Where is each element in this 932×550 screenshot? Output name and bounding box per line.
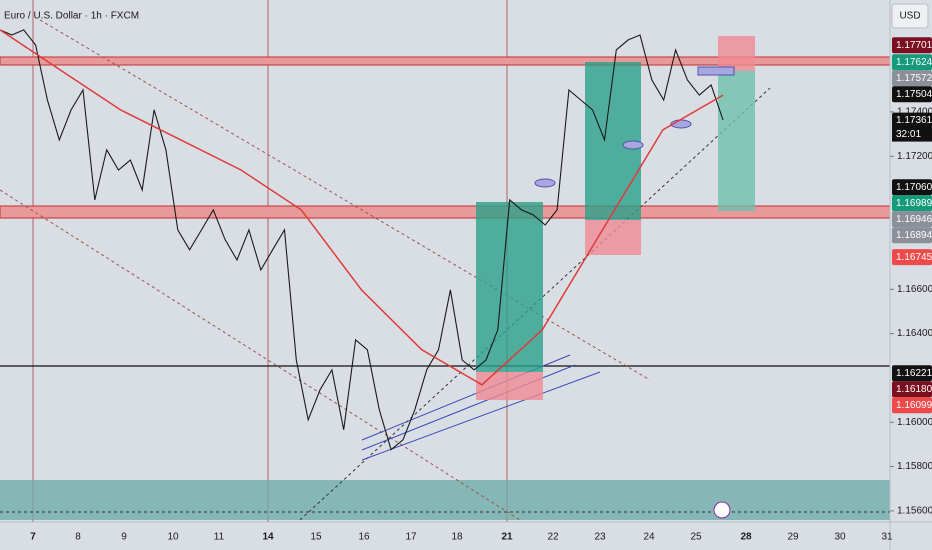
price-label: 1.16946: [896, 214, 932, 225]
event-icon[interactable]: [713, 501, 731, 519]
support-zone: [0, 205, 891, 219]
y-tick-label: 1.15800: [897, 461, 932, 472]
x-tick-label: 28: [740, 532, 752, 543]
price-label: 1.16745: [896, 252, 932, 263]
price-label: 1.16989: [896, 198, 932, 209]
price-badge: [892, 365, 932, 382]
price-badge: [892, 249, 932, 266]
price-label: 1.17624: [896, 57, 932, 68]
price-badge: [892, 37, 932, 54]
x-tick-label: 31: [881, 532, 893, 543]
y-tick-label: 1.16000: [897, 417, 932, 428]
demand-zone: [0, 480, 890, 520]
price-badge: [892, 86, 932, 103]
target-box: [718, 71, 755, 211]
chart-title: Euro / U.S. Dollar · 1h · FXCM: [4, 11, 139, 22]
price-badge: [892, 112, 932, 129]
x-tick-label: 30: [834, 532, 846, 543]
price-badge: [892, 397, 932, 414]
marker: [534, 178, 556, 188]
y-tick-label: 1.17400: [897, 107, 932, 118]
y-tick-label: 1.15600: [897, 506, 932, 517]
price-label: 1.16221: [896, 368, 932, 379]
x-tick-label: 11: [214, 532, 225, 543]
price-label: 1.17361: [896, 115, 932, 126]
x-tick-label: 16: [358, 532, 370, 543]
price-label: 1.16099: [896, 400, 932, 411]
stop-box: [476, 372, 543, 400]
y-tick-label: 1.17200: [897, 151, 932, 162]
x-tick-label: 7: [30, 532, 36, 543]
x-tick-label: 25: [690, 532, 702, 543]
price-badge: [892, 227, 932, 244]
x-tick-label: 29: [787, 532, 799, 543]
price-badge: [892, 381, 932, 398]
marker: [697, 66, 735, 76]
x-tick-label: 17: [405, 532, 417, 543]
price-label: 1.16894: [896, 230, 932, 241]
x-tick-label: 14: [262, 532, 274, 543]
x-tick-label: 10: [167, 532, 179, 543]
price-line: [0, 29, 724, 451]
marker: [622, 140, 644, 150]
stop-box: [718, 36, 755, 71]
currency-button[interactable]: [891, 3, 929, 29]
price-badge: [892, 179, 932, 196]
x-tick-label: 9: [121, 532, 127, 543]
currency[interactable]: USD: [899, 11, 920, 22]
price-label: 1.16180: [896, 384, 932, 395]
resistance-zone: [0, 56, 891, 66]
countdown: 32:01: [896, 129, 921, 140]
x-tick-label: 18: [451, 532, 463, 543]
price-badge: [892, 195, 932, 212]
channel-line: [0, 189, 521, 521]
countdown-badge: [892, 127, 932, 142]
price-badge: [892, 70, 932, 87]
price-label: 1.17572: [896, 73, 932, 84]
x-tick-label: 15: [310, 532, 322, 543]
stop-box: [585, 220, 641, 255]
y-tick-label: 1.16400: [897, 328, 932, 339]
x-tick-label: 22: [547, 532, 559, 543]
price-badge: [892, 54, 932, 71]
y-tick-label: 1.16600: [897, 284, 932, 295]
price-label: 1.17701: [896, 40, 932, 51]
moving-average: [0, 29, 724, 386]
price-label: 1.17060: [896, 182, 932, 193]
target-box: [476, 202, 543, 372]
x-tick-label: 23: [594, 532, 606, 543]
x-tick-label: 21: [501, 532, 513, 543]
trend-line: [361, 371, 601, 461]
price-label: 1.17504: [896, 89, 932, 100]
x-tick-label: 8: [75, 532, 81, 543]
price-badge: [892, 211, 932, 228]
x-tick-label: 24: [643, 532, 655, 543]
